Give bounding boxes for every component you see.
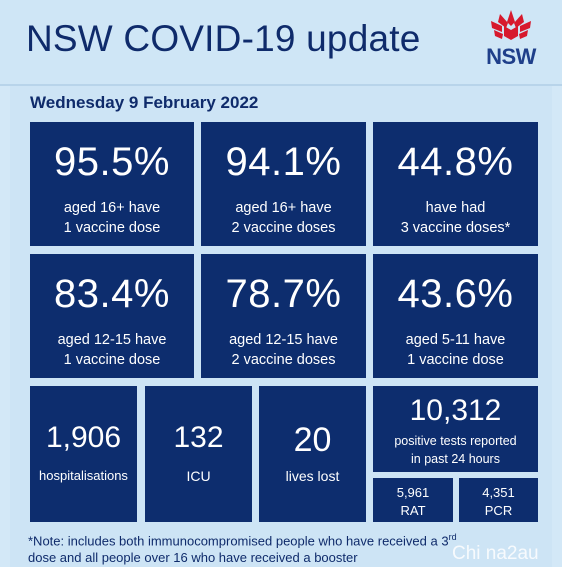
stat-label: PCR bbox=[484, 503, 513, 518]
stat-icu: 132 ICU bbox=[145, 386, 252, 522]
footnote: *Note: includes both immunocompromised p… bbox=[28, 532, 457, 566]
update-date: Wednesday 9 February 2022 bbox=[30, 93, 259, 112]
header: NSW COVID-19 update NSW bbox=[0, 0, 562, 84]
stat-value: 132 bbox=[173, 421, 224, 454]
tile-description: aged 12-15 have 1 vaccine dose bbox=[57, 332, 167, 368]
tile-value: 95.5% bbox=[54, 140, 170, 184]
tile-value: 83.4% bbox=[54, 272, 170, 316]
tile-value: 44.8% bbox=[397, 140, 514, 184]
page-title: NSW COVID-19 update bbox=[26, 18, 421, 59]
tile-description: aged 5-11 have 1 vaccine dose bbox=[405, 332, 506, 368]
tile-description: aged 12-15 have 2 vaccine doses bbox=[229, 332, 338, 368]
stat-positive-tests: 10,312 positive tests reported in past 2… bbox=[373, 386, 538, 472]
tile-value: 78.7% bbox=[225, 272, 342, 316]
tile-description: aged 16+ have 1 vaccine dose bbox=[63, 200, 161, 236]
stat-hospitalisations: 1,906 hospitalisations bbox=[30, 386, 137, 522]
stat-label-line2: in past 24 hours bbox=[411, 452, 500, 466]
tile-value: 43.6% bbox=[397, 272, 514, 316]
stat-value: 5,961 bbox=[396, 485, 430, 500]
tile-value: 94.1% bbox=[225, 140, 342, 184]
tile-16plus-2doses: 94.1% aged 16+ have 2 vaccine doses bbox=[201, 122, 366, 246]
stat-value: 4,351 bbox=[482, 485, 515, 500]
tile-16plus-1dose: 95.5% aged 16+ have 1 vaccine dose bbox=[30, 122, 194, 246]
tile-description: aged 16+ have 2 vaccine doses bbox=[231, 200, 336, 236]
watermark: Chi na2au bbox=[452, 543, 539, 564]
stat-label: lives lost bbox=[285, 468, 340, 484]
stat-label: RAT bbox=[400, 503, 426, 518]
stat-label: ICU bbox=[186, 468, 211, 484]
stat-value: 1,906 bbox=[45, 421, 122, 454]
tile-12to15-2doses: 78.7% aged 12-15 have 2 vaccine doses bbox=[201, 254, 366, 378]
stat-lives-lost: 20 lives lost bbox=[259, 386, 366, 522]
tile-3doses: 44.8% have had 3 vaccine doses* bbox=[373, 122, 538, 246]
tile-description: have had 3 vaccine doses* bbox=[400, 200, 511, 236]
waratah-icon bbox=[491, 10, 531, 40]
stat-label-line1: positive tests reported bbox=[394, 434, 517, 448]
stat-label: hospitalisations bbox=[39, 468, 128, 483]
nsw-logo: NSW bbox=[480, 8, 542, 78]
tile-5to11-1dose: 43.6% aged 5-11 have 1 vaccine dose bbox=[373, 254, 538, 378]
stat-value: 20 bbox=[293, 421, 332, 459]
stat-pcr: 4,351 PCR bbox=[459, 478, 538, 522]
stat-value: 10,312 bbox=[409, 394, 502, 427]
logo-text: NSW bbox=[486, 44, 536, 69]
header-divider bbox=[0, 84, 562, 86]
tile-12to15-1dose: 83.4% aged 12-15 have 1 vaccine dose bbox=[30, 254, 194, 378]
stat-rat: 5,961 RAT bbox=[373, 478, 453, 522]
